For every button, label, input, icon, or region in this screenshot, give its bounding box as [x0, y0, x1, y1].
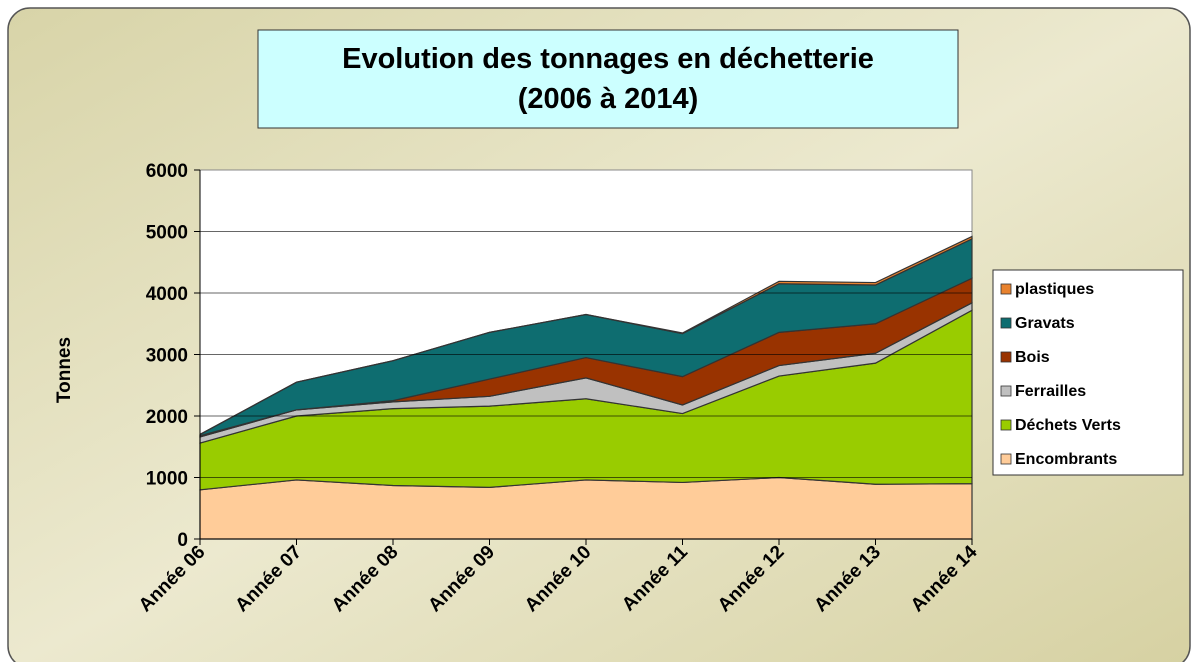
y-tick-label: 6000 [146, 161, 188, 182]
y-tick-label: 3000 [146, 346, 188, 367]
y-tick-label: 0 [177, 530, 188, 551]
area [199, 476, 973, 540]
legend-swatch [1000, 351, 1012, 363]
legend-swatch [1000, 419, 1012, 431]
y-axis-label: Tonnes [54, 337, 75, 403]
y-tick-label: 2000 [146, 407, 188, 428]
legend-swatch [1000, 453, 1012, 465]
y-tick-label: 1000 [146, 469, 188, 490]
legend-label: Ferrailles [1015, 383, 1086, 400]
y-tick-label: 5000 [146, 223, 188, 244]
legend [992, 269, 1184, 476]
legend-label: Encombrants [1015, 451, 1117, 468]
legend-label: plastiques [1015, 281, 1094, 298]
title-box [257, 29, 959, 129]
legend-label: Gravats [1015, 315, 1075, 332]
chart-title: Evolution des tonnages en déchetterie [342, 43, 874, 75]
area [199, 235, 973, 435]
legend-swatch [1000, 317, 1012, 329]
y-tick-label: 4000 [146, 284, 188, 305]
legend-swatch [1000, 385, 1012, 397]
legend-label: Bois [1015, 349, 1050, 366]
legend-label: Déchets Verts [1015, 417, 1121, 434]
legend-swatch [1000, 283, 1012, 295]
chart-subtitle: (2006 à 2014) [518, 83, 699, 115]
